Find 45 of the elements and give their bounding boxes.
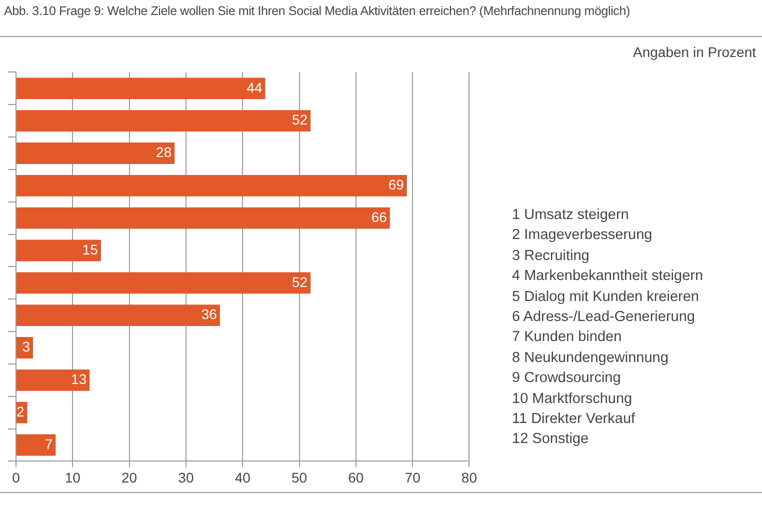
x-tick-label: 50 [291, 469, 308, 486]
data-label: 52 [292, 112, 308, 128]
x-tick-label: 10 [64, 469, 81, 486]
x-tick-label: 0 [12, 469, 20, 486]
text: 4 Markenbekanntheit steigern [512, 267, 704, 286]
x-tick-label: 80 [461, 469, 478, 486]
bar [16, 174, 407, 196]
x-tick-label: 40 [234, 469, 251, 486]
bar [16, 434, 56, 456]
data-label: 36 [201, 306, 218, 322]
data-label: 66 [371, 208, 388, 225]
x-tick-label: 60 [348, 469, 364, 486]
text: Angaben in Prozent [633, 44, 756, 60]
text: 12 Sonstige [512, 430, 590, 450]
text: 3 Recruiting [512, 246, 590, 266]
x-tick-label: 30 [178, 469, 194, 486]
text: 9 Crowdsourcing [512, 369, 622, 388]
data-label: 52 [292, 274, 308, 290]
x-tick-label: 20 [122, 469, 138, 486]
x-tick-label: 70 [404, 469, 421, 486]
data-label: 7 [44, 436, 53, 452]
text: 5 Dialog mit Kunden kreieren [512, 288, 700, 307]
bar [16, 369, 90, 391]
text: 11 Direkter Verkauf [512, 410, 636, 430]
bar [16, 272, 311, 294]
chart-title: Abb. 3.10 Frage 9: Welche Ziele wollen Sie mit Ihren Social Media Aktivitäten erreichen? (Mehrfachnennung möglich) [4, 4, 631, 18]
data-label: 69 [388, 176, 404, 193]
bar [16, 110, 311, 132]
data-label: 15 [82, 241, 98, 258]
bar [16, 78, 266, 100]
bar [16, 142, 175, 164]
data-label: 28 [156, 144, 172, 160]
text: 8 Neukundengewinnung [512, 348, 670, 368]
text: 7 Kunden binden [512, 328, 623, 348]
bar [16, 207, 390, 229]
bar [16, 304, 220, 326]
data-label: 13 [71, 371, 87, 388]
text: 10 Marktforschung [512, 390, 634, 409]
data-label: 3 [22, 338, 30, 355]
bar [16, 240, 101, 262]
text: 6 Adress-/Lead-Generierung [512, 308, 696, 328]
data-label: 2 [16, 403, 25, 420]
text: 2 Imageverbesserung [512, 226, 654, 246]
data-label: 44 [246, 79, 262, 96]
text: 1 Umsatz steigern [512, 206, 630, 225]
